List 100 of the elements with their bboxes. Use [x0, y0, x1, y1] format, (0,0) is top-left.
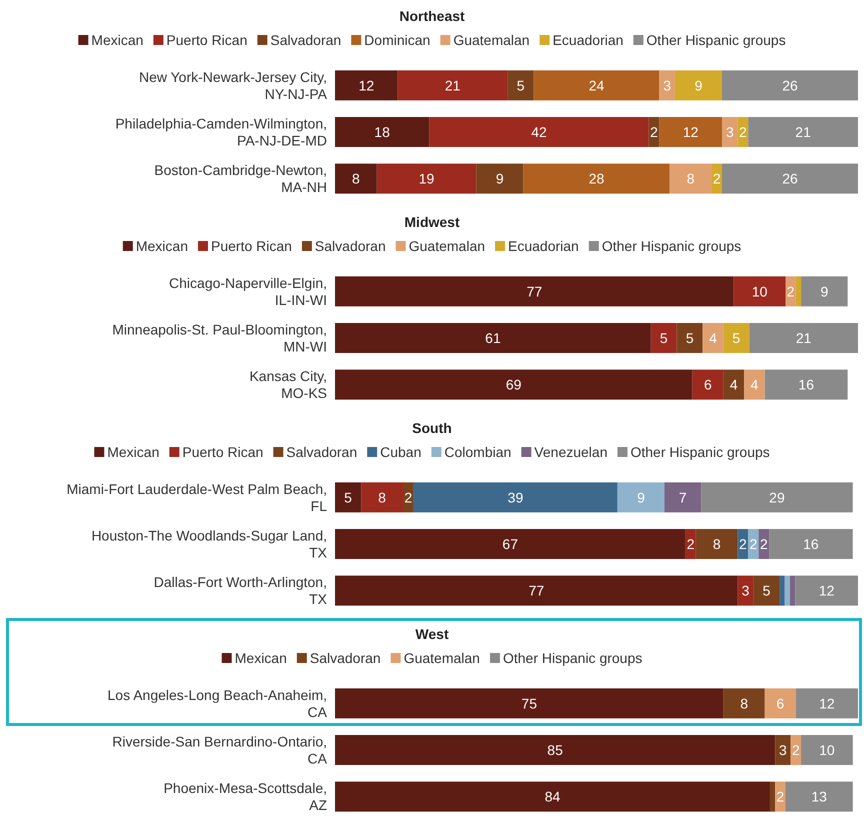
data-label: 69 [506, 376, 522, 393]
legend-label: Colombian [444, 444, 512, 460]
bar [335, 117, 430, 147]
data-label: 16 [803, 536, 819, 552]
data-label: 8 [686, 170, 695, 187]
bar [335, 688, 724, 718]
bar [376, 164, 476, 194]
bar [738, 117, 748, 147]
bar [749, 323, 858, 353]
bar [476, 164, 524, 194]
data-label: 28 [588, 170, 604, 187]
bar [659, 70, 675, 100]
bar [650, 323, 677, 353]
bar [523, 164, 670, 194]
data-label: 9 [637, 489, 646, 506]
bar [796, 688, 858, 718]
data-label: 4 [730, 376, 738, 393]
chart-title: Northeast [399, 8, 466, 24]
legend-label: Other Hispanic groups [630, 444, 770, 460]
bar [723, 323, 750, 353]
data-label: 5 [686, 330, 694, 346]
legend-label: Salvadoran [286, 444, 358, 460]
legend-label: Salvadoran [270, 32, 342, 48]
bar [784, 576, 790, 606]
bar [723, 370, 744, 400]
bar [335, 782, 770, 812]
legend-label: Mexican [136, 238, 188, 254]
bar [770, 782, 776, 812]
bar [429, 117, 649, 147]
y-tick-label: Minneapolis-St. Paul-Bloomington, MN-WI [112, 322, 327, 354]
bar [744, 370, 765, 400]
y-tick-label: Phoenix-Mesa-Scottsdale, AZ [164, 780, 328, 814]
chart-title: South [412, 420, 452, 436]
data-label: 8 [712, 536, 721, 552]
data-label: 2 [739, 124, 748, 140]
bar [748, 117, 858, 147]
bar [617, 482, 664, 512]
data-label: 8 [352, 170, 360, 187]
y-tick-label: Dallas-Fort Worth-Arlington, TX [154, 574, 328, 608]
bar [335, 323, 651, 353]
data-label: 9 [694, 77, 703, 94]
data-label: 6 [704, 376, 712, 393]
data-label: 29 [769, 489, 785, 506]
bar [722, 70, 858, 100]
bar [361, 482, 403, 512]
bar [335, 482, 362, 512]
data-label: 12 [358, 77, 374, 94]
bar [676, 323, 703, 353]
bar [508, 70, 534, 100]
data-label: 16 [798, 376, 814, 393]
bar [786, 782, 853, 812]
legend-label: Cuban [380, 444, 422, 460]
legend-label: Guatemalan [408, 238, 486, 254]
y-tick-label: Kansas City, MO-KS [249, 368, 327, 402]
data-label: 5 [516, 77, 525, 94]
y-tick-label: Chicago-Naperville-Elgin, IL-IN-WI [169, 274, 327, 308]
legend-label: Puerto Rican [166, 32, 248, 48]
bar [769, 529, 853, 559]
bar [335, 735, 776, 765]
y-tick-label: Boston-Cambridge-Newton, MA-NH [154, 162, 327, 196]
bar [335, 276, 734, 306]
data-label: 2 [776, 788, 784, 805]
bar [670, 164, 712, 194]
data-label: 77 [528, 582, 544, 599]
legend-label: Guatemalan [404, 650, 480, 666]
data-label: 8 [378, 489, 386, 506]
bar [685, 529, 696, 559]
bar [398, 70, 508, 100]
data-label: 5 [762, 582, 771, 599]
data-label: 12 [682, 124, 699, 140]
bar [692, 370, 724, 400]
bar [723, 688, 765, 718]
bar [796, 276, 802, 306]
data-label: 9 [820, 283, 828, 300]
data-label: 42 [531, 124, 547, 140]
legend-label: Other Hispanic groups [646, 32, 786, 48]
y-tick-label: New York-Newark-Jersey City, NY-NJ-PA [138, 68, 328, 102]
legend-label: Ecuadorian [552, 32, 624, 48]
bar [748, 529, 759, 559]
data-label: 2 [650, 124, 658, 140]
bar [701, 482, 853, 512]
bar [534, 70, 660, 100]
legend-label: Ecuadorian [508, 238, 579, 254]
bar [674, 70, 722, 100]
bar [659, 117, 722, 147]
bar [335, 70, 398, 100]
data-label: 26 [782, 77, 798, 94]
bar [775, 782, 786, 812]
bar [702, 323, 724, 353]
legend-label: Other Hispanic groups [502, 650, 642, 666]
data-label: 13 [811, 788, 828, 805]
data-label: 2 [750, 536, 758, 552]
y-tick-label: Riverside-San Bernardino-Ontario, CA [112, 734, 328, 766]
data-label: 84 [544, 788, 560, 805]
data-label: 5 [732, 330, 740, 346]
data-label: 21 [444, 77, 461, 94]
data-label: 5 [660, 330, 668, 346]
data-label: 12 [818, 582, 835, 599]
data-label: 4 [709, 330, 718, 346]
bar [402, 482, 414, 512]
